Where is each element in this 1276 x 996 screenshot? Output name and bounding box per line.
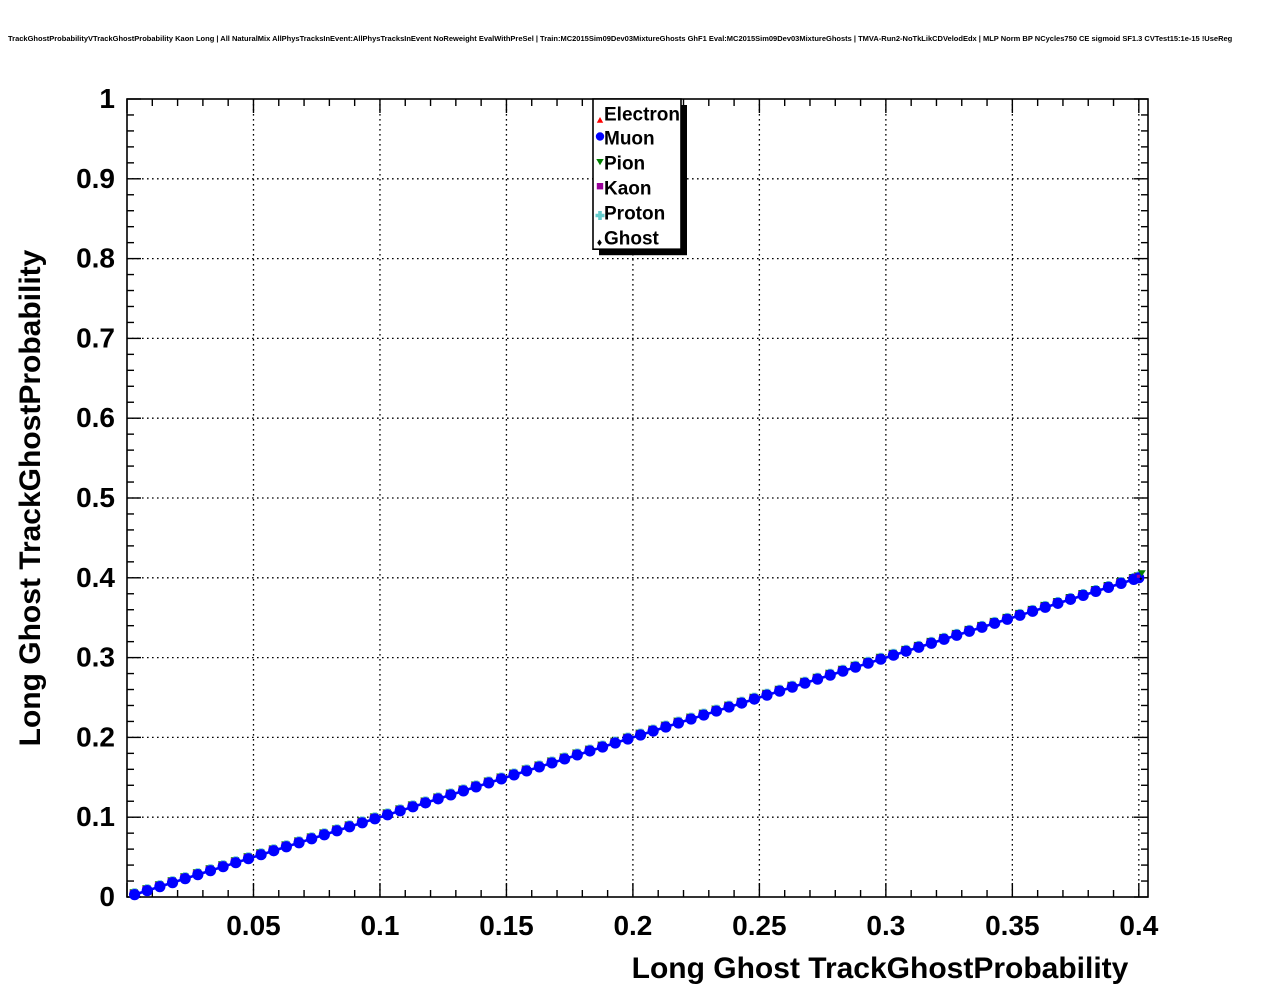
svg-text:Muon: Muon xyxy=(604,129,655,150)
svg-text:0.5: 0.5 xyxy=(76,482,115,513)
svg-text:0.8: 0.8 xyxy=(76,243,115,274)
svg-text:0: 0 xyxy=(99,881,115,912)
svg-text:Long Ghost TrackGhostProbabili: Long Ghost TrackGhostProbability xyxy=(14,249,47,746)
svg-text:0.35: 0.35 xyxy=(985,910,1040,941)
svg-text:0.4: 0.4 xyxy=(1119,910,1158,941)
svg-text:Pion: Pion xyxy=(604,154,645,175)
svg-text:0.6: 0.6 xyxy=(76,402,115,433)
svg-text:Electron: Electron xyxy=(604,105,680,126)
svg-text:Ghost: Ghost xyxy=(604,229,660,250)
svg-text:0.2: 0.2 xyxy=(76,721,115,752)
svg-text:0.1: 0.1 xyxy=(76,801,115,832)
svg-text:0.4: 0.4 xyxy=(76,562,115,593)
svg-text:0.25: 0.25 xyxy=(732,910,787,941)
svg-text:0.3: 0.3 xyxy=(866,910,905,941)
svg-text:0.05: 0.05 xyxy=(226,910,281,941)
svg-text:0.3: 0.3 xyxy=(76,642,115,673)
svg-text:0.15: 0.15 xyxy=(479,910,534,941)
svg-text:0.1: 0.1 xyxy=(360,910,399,941)
svg-text:0.7: 0.7 xyxy=(76,322,115,353)
svg-text:Proton: Proton xyxy=(604,204,665,225)
svg-text:1: 1 xyxy=(99,83,115,114)
svg-text:Long Ghost TrackGhostProbabili: Long Ghost TrackGhostProbability xyxy=(632,952,1129,985)
svg-text:0.2: 0.2 xyxy=(613,910,652,941)
svg-text:Kaon: Kaon xyxy=(604,179,652,200)
svg-text:0.9: 0.9 xyxy=(76,163,115,194)
